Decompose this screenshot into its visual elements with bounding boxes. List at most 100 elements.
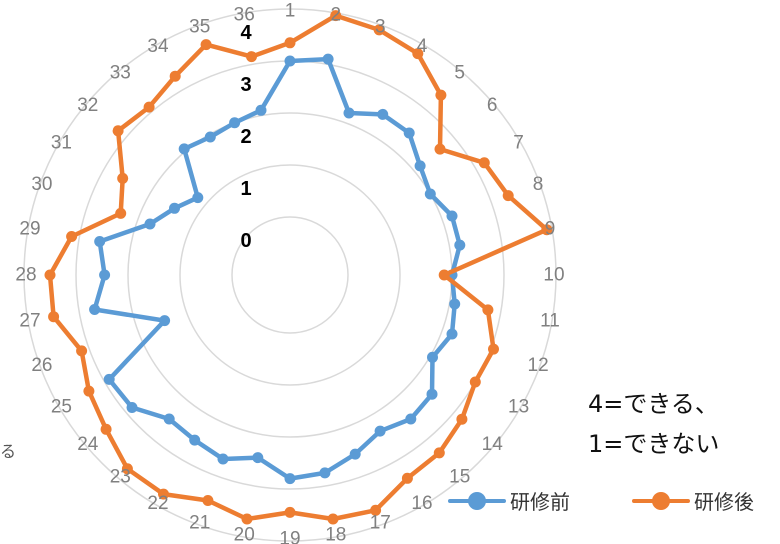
series-0-point-14 (426, 388, 438, 400)
category-label-22: 22 (147, 493, 168, 514)
series-0-point-15 (405, 413, 417, 425)
series-1-point-3 (373, 24, 385, 36)
series-0-point-13 (427, 351, 438, 363)
series-1-point-17 (370, 504, 382, 516)
series-1-point-11 (482, 304, 494, 316)
category-label-3: 3 (375, 16, 386, 37)
series-0-point-26 (159, 315, 171, 327)
series-1-point-20 (241, 513, 253, 525)
ring-label-1: 1 (240, 178, 251, 200)
category-label-34: 34 (147, 36, 169, 57)
series-1-point-35 (200, 39, 212, 51)
series-1-point-27 (48, 311, 60, 323)
legend-label-before: 研修前 (510, 490, 570, 514)
series-0-point-9 (454, 239, 466, 251)
series-0-point-7 (424, 188, 436, 200)
category-label-36: 36 (234, 5, 255, 26)
category-label-31: 31 (51, 133, 72, 154)
category-label-5: 5 (454, 62, 465, 83)
scale-note-line-2: 1=できない (588, 430, 720, 458)
series-1-point-28 (44, 269, 56, 281)
category-label-10: 10 (543, 265, 564, 286)
ring-label-4: 4 (240, 22, 252, 44)
series-1-point-23 (121, 463, 133, 475)
category-label-32: 32 (77, 95, 98, 116)
ring-label-3: 3 (240, 74, 251, 96)
series-1-point-16 (401, 472, 413, 484)
scale-note-line-1: 4=できる、 (588, 390, 719, 418)
series-0-point-30 (144, 218, 156, 230)
series-0-point-33 (178, 143, 190, 155)
category-label-18: 18 (325, 525, 346, 544)
series-0-point-31 (169, 202, 180, 214)
series-1-point-22 (158, 488, 169, 500)
series-0-point-4 (377, 108, 389, 120)
series-1-point-30 (115, 207, 127, 219)
series-0-point-28 (99, 269, 111, 281)
series-1-point-14 (456, 413, 468, 425)
ring-label-2: 2 (240, 126, 251, 148)
category-label-27: 27 (19, 310, 40, 331)
category-labels: 1 234567891011121314151617181920212223242… (15, 1, 564, 544)
series-1-point-33 (143, 101, 155, 113)
series-1-point-36 (246, 51, 257, 63)
series-0-point-22 (189, 434, 201, 446)
series-1-point-4 (412, 48, 424, 60)
series-1-point-2 (330, 10, 342, 22)
series-0-point-5 (403, 127, 415, 139)
category-label-9: 9 (545, 219, 556, 240)
series-1-point-8 (502, 190, 514, 202)
series-0-point-6 (414, 160, 426, 172)
series-0-point-1 (284, 55, 296, 67)
series-0-point-21 (217, 453, 229, 465)
category-label-20: 20 (234, 525, 255, 544)
series-0-point-25 (103, 373, 115, 385)
category-label-26: 26 (31, 355, 52, 376)
category-label-30: 30 (31, 174, 52, 195)
category-label-29: 29 (19, 219, 40, 240)
series-0-point-18 (319, 467, 331, 479)
category-label-12: 12 (528, 355, 549, 376)
legend-swatch-after (632, 491, 690, 511)
category-label-14: 14 (482, 434, 504, 455)
legend-swatch-before (448, 491, 506, 511)
grid-ring-2 (127, 112, 453, 438)
series-1-point-31 (117, 172, 129, 184)
series-1-point-32 (112, 125, 124, 137)
series-0-point-32 (192, 192, 204, 204)
category-label-15: 15 (449, 467, 470, 488)
legend-item-after: 研修後 (632, 486, 754, 515)
series-0-point-17 (349, 448, 361, 460)
series-1-point-34 (169, 70, 181, 82)
series-0-point-35 (229, 117, 241, 129)
series-1-point-12 (488, 343, 499, 355)
series-0-point-27 (89, 304, 101, 315)
category-label-24: 24 (77, 434, 99, 455)
series-0-point-8 (446, 210, 458, 222)
series-0-point-29 (94, 236, 106, 247)
grid-ring-1 (179, 164, 401, 386)
series-0-point-24 (126, 402, 138, 413)
category-label-17: 17 (370, 513, 391, 534)
series-0-point-23 (163, 413, 175, 425)
series-1-point-15 (433, 447, 445, 459)
series-1-point-24 (100, 423, 112, 435)
category-label-25: 25 (51, 397, 72, 418)
grid-ring-4 (23, 8, 557, 542)
series-0-point-19 (284, 473, 296, 485)
series-1-point-29 (66, 231, 78, 242)
category-label-13: 13 (508, 397, 529, 418)
grid-ring-0 (231, 216, 349, 334)
category-label-4: 4 (417, 36, 428, 57)
series-1-point-7 (478, 157, 490, 169)
category-label-33: 33 (110, 62, 131, 83)
series-0-point-16 (374, 425, 386, 437)
category-label-6: 6 (487, 95, 498, 116)
series-0-point-11 (449, 298, 461, 310)
series-line-1 (47, 13, 550, 522)
category-label-28: 28 (15, 265, 36, 286)
series-0-point-12 (446, 328, 458, 340)
series-1-point-19 (284, 506, 296, 518)
category-label-8: 8 (533, 174, 544, 195)
